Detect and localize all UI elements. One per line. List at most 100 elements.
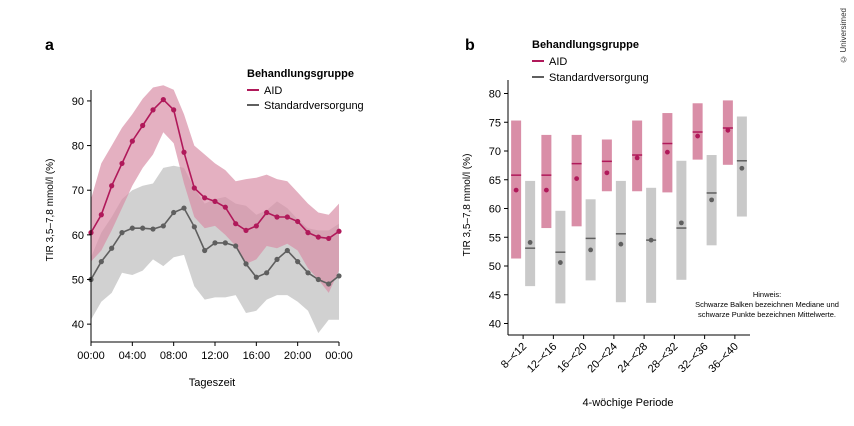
y-tick-label-b: 65 [489, 175, 501, 187]
point-aid [202, 195, 208, 201]
y-tick-label-b: 55 [489, 232, 501, 244]
x-tick-label-a: 00:00 [325, 350, 353, 362]
panel-b: b 8–<1212–<1616–<2020–<2424–<2828–<3232–… [462, 37, 839, 409]
x-tick-label-b: 24–<28 [616, 341, 651, 376]
legend-a-std-label: Standardversorgung [264, 100, 364, 112]
box-std [676, 160, 687, 280]
point-aid [336, 228, 342, 234]
mean-aid [513, 187, 519, 193]
point-std [326, 281, 332, 287]
box-std [646, 187, 657, 303]
x-tick-label-a: 08:00 [160, 350, 188, 362]
y-tick-label-a: 90 [72, 96, 84, 108]
x-tick-label-b: 12–<16 [525, 341, 560, 376]
point-aid [243, 227, 249, 233]
point-std [171, 209, 177, 216]
y-tick-label-a: 40 [72, 319, 84, 331]
point-aid [274, 214, 280, 220]
legend-b-title: Behandlungsgruppe [532, 39, 639, 51]
point-aid [284, 214, 290, 220]
point-aid [222, 204, 228, 210]
x-tick-label-b: 20–<24 [585, 341, 620, 376]
note-line-3: schwarze Punkte bezeichnen Mittelwerte. [698, 310, 836, 319]
point-std [181, 205, 187, 211]
panel-a-letter: a [45, 37, 54, 54]
point-aid [253, 223, 259, 229]
mean-aid [604, 170, 610, 176]
point-std [222, 240, 228, 246]
box-aid [541, 134, 552, 229]
y-tick-label-b: 75 [489, 117, 501, 129]
x-tick-label-a: 20:00 [284, 350, 312, 362]
mean-std [588, 247, 594, 253]
point-aid [150, 107, 156, 113]
point-std [315, 276, 321, 283]
box-std [615, 180, 626, 303]
point-std [160, 223, 166, 229]
mean-std [709, 197, 715, 203]
y-tick-label-b: 50 [489, 261, 501, 273]
point-std [264, 270, 270, 276]
y-tick-label-b: 80 [489, 89, 501, 101]
panel-a-xlabel: Tageszeit [189, 377, 235, 389]
point-aid [315, 234, 321, 240]
note-line-2: Schwarze Balken bezeichnen Mediane und [695, 300, 839, 309]
mean-aid [695, 133, 701, 139]
point-std [191, 224, 197, 230]
x-tick-label-b: 36–<40 [706, 341, 741, 376]
panel-b-legend: Behandlungsgruppe AID Standardversorgung [532, 39, 649, 84]
box-std [585, 199, 596, 281]
point-aid [109, 183, 115, 189]
point-std [150, 226, 156, 232]
point-aid [98, 212, 104, 218]
point-std [109, 245, 115, 251]
point-std [140, 225, 146, 231]
x-tick-label-b: 16–<20 [555, 341, 590, 376]
point-std [129, 225, 135, 231]
mean-aid [725, 127, 731, 133]
mean-std [618, 241, 624, 247]
y-tick-label-b: 40 [489, 319, 501, 331]
x-tick-label-a: 12:00 [201, 350, 229, 362]
point-std [336, 273, 342, 279]
x-tick-label-b: 32–<36 [676, 341, 711, 376]
x-tick-label-a: 04:00 [119, 350, 147, 362]
box-aid [601, 139, 612, 192]
mean-aid [634, 155, 640, 161]
point-aid [171, 107, 177, 113]
panel-a: a 40 50 60 70 80 90 00:00 04:00 08:00 12:00 16:00 2… [45, 37, 364, 389]
y-tick-label-a: 70 [72, 185, 84, 197]
point-std [202, 247, 208, 254]
point-std [305, 270, 311, 276]
y-tick-label-a: 80 [72, 141, 84, 153]
point-aid [233, 221, 239, 227]
y-tick-label-a: 60 [72, 230, 84, 242]
point-aid [326, 235, 332, 242]
y-tick-label-a: 50 [72, 275, 84, 287]
point-aid [305, 230, 311, 236]
point-aid [264, 209, 270, 216]
point-aid [212, 198, 218, 204]
band-aid [91, 85, 339, 293]
point-aid [160, 96, 166, 103]
legend-b-std-label: Standardversorgung [549, 72, 649, 84]
panel-b-note: Hinweis: Schwarze Balken bezeichnen Medi… [695, 290, 839, 319]
x-tick-label-a: 00:00 [77, 350, 105, 362]
mean-std [678, 220, 684, 226]
point-std [284, 247, 290, 254]
mean-std [739, 165, 745, 171]
point-aid [191, 185, 197, 191]
note-line-1: Hinweis: [753, 290, 781, 299]
point-std [253, 274, 259, 280]
point-std [274, 256, 280, 263]
point-aid [181, 149, 187, 155]
mean-aid [574, 176, 580, 182]
panel-a-ylabel: TIR 3,5–7,8 mmol/l (%) [45, 159, 56, 262]
point-std [295, 259, 301, 265]
legend-b-aid-label: AID [549, 56, 567, 68]
point-std [233, 243, 239, 249]
mean-aid [664, 149, 670, 155]
mean-std [527, 240, 533, 245]
panel-b-ylabel: TIR 3,5–7,8 mmol/l (%) [462, 154, 473, 257]
panel-b-xlabel: 4-wöchige Periode [582, 397, 673, 409]
